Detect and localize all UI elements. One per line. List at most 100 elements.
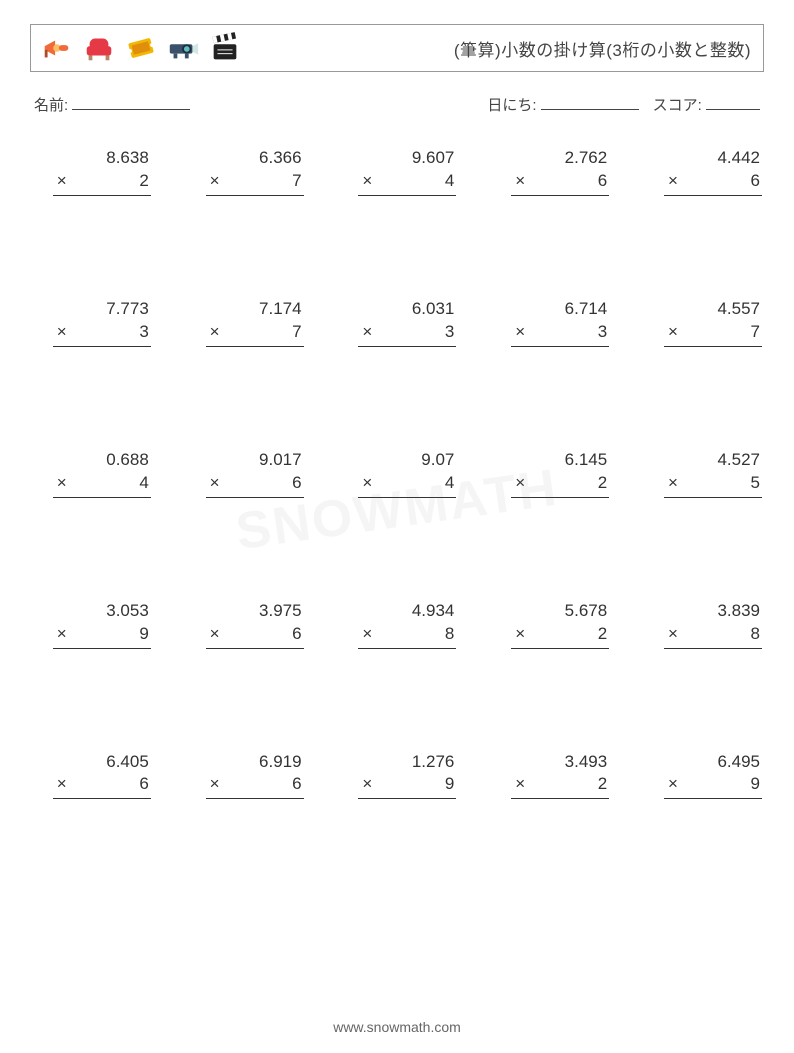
- problem: 3.975× 6: [185, 600, 304, 649]
- projector-icon: [165, 30, 201, 66]
- date-blank: [541, 94, 639, 110]
- problem: 7.174× 7: [185, 298, 304, 347]
- header-icons: [39, 30, 243, 66]
- problems-grid: 8.638×26.366×79.607×42.762×64.442×67.773…: [30, 133, 764, 799]
- multiply-sign: ×: [360, 170, 372, 193]
- multiplier: 6: [292, 623, 301, 646]
- multiplier: 8: [751, 623, 760, 646]
- multiplicand: 7.773: [53, 298, 151, 321]
- multiplicand: 4.527: [664, 449, 762, 472]
- multiplicand: 7.174: [206, 298, 304, 321]
- multiply-sign: ×: [208, 623, 220, 646]
- multiplier: 9: [139, 623, 148, 646]
- multiplicand: 9.017: [206, 449, 304, 472]
- problem: 6.714×3: [490, 298, 609, 347]
- multiply-sign: ×: [208, 472, 220, 495]
- multiplier: 6: [598, 170, 607, 193]
- multiply-sign: ×: [55, 472, 67, 495]
- multiply-sign: ×: [55, 170, 67, 193]
- multiplier: 3: [139, 321, 148, 344]
- problem: 6.495×9: [643, 751, 762, 800]
- problem: 6.031× 3: [338, 298, 457, 347]
- problem: 6.405× 6: [32, 751, 151, 800]
- multiply-sign: ×: [666, 170, 678, 193]
- multiplier: 7: [292, 321, 301, 344]
- problem: 0.688× 4: [32, 449, 151, 498]
- multiplicand: 4.442: [664, 147, 762, 170]
- footer-url: www.snowmath.com: [0, 1019, 794, 1035]
- multiplicand: 6.366: [206, 147, 304, 170]
- multiplicand: 6.919: [206, 751, 304, 774]
- multiplicand: 0.688: [53, 449, 151, 472]
- multiplier: 2: [598, 623, 607, 646]
- multiply-sign: ×: [360, 472, 372, 495]
- multiplicand: 9.07: [358, 449, 456, 472]
- multiplicand: 6.145: [511, 449, 609, 472]
- info-row: 名前: 日にち: スコア:: [30, 94, 764, 133]
- problem: 9.07× 4: [338, 449, 457, 498]
- multiplier: 6: [292, 472, 301, 495]
- problem: 2.762× 6: [490, 147, 609, 196]
- multiplicand: 3.053: [53, 600, 151, 623]
- problem: 4.934×8: [338, 600, 457, 649]
- problem: 9.017× 6: [185, 449, 304, 498]
- multiply-sign: ×: [208, 773, 220, 796]
- multiplier: 9: [445, 773, 454, 796]
- multiply-sign: ×: [666, 321, 678, 344]
- worksheet-page: (筆算)小数の掛け算(3桁の小数と整数) 名前: 日にち: スコア: SNOWM…: [0, 0, 794, 1053]
- multiplicand: 3.839: [664, 600, 762, 623]
- multiply-sign: ×: [513, 623, 525, 646]
- multiplier: 9: [751, 773, 760, 796]
- ticket-icon: [123, 30, 159, 66]
- problem: 7.773×3: [32, 298, 151, 347]
- multiplier: 3: [445, 321, 454, 344]
- score-blank: [706, 94, 760, 110]
- multiplicand: 4.557: [664, 298, 762, 321]
- multiplier: 5: [751, 472, 760, 495]
- multiplier: 2: [598, 773, 607, 796]
- problem: 6.145×2: [490, 449, 609, 498]
- problem: 1.276×9: [338, 751, 457, 800]
- multiplicand: 6.405: [53, 751, 151, 774]
- multiplier: 6: [292, 773, 301, 796]
- problem: 3.493× 2: [490, 751, 609, 800]
- multiplier: 2: [139, 170, 148, 193]
- multiplicand: 1.276: [358, 751, 456, 774]
- multiply-sign: ×: [666, 773, 678, 796]
- multiplicand: 2.762: [511, 147, 609, 170]
- multiplier: 4: [139, 472, 148, 495]
- date-label: 日にち:: [487, 97, 536, 114]
- multiply-sign: ×: [55, 623, 67, 646]
- multiply-sign: ×: [360, 321, 372, 344]
- multiplier: 7: [292, 170, 301, 193]
- problem: 6.366× 7: [185, 147, 304, 196]
- multiplier: 4: [445, 170, 454, 193]
- multiply-sign: ×: [208, 170, 220, 193]
- worksheet-title: (筆算)小数の掛け算(3桁の小数と整数): [454, 36, 751, 61]
- multiplicand: 3.975: [206, 600, 304, 623]
- multiplier: 6: [751, 170, 760, 193]
- multiply-sign: ×: [666, 472, 678, 495]
- multiplicand: 8.638: [53, 147, 151, 170]
- multiplicand: 6.714: [511, 298, 609, 321]
- multiply-sign: ×: [666, 623, 678, 646]
- multiplier: 4: [445, 472, 454, 495]
- multiply-sign: ×: [208, 321, 220, 344]
- problem: 8.638× 2: [32, 147, 151, 196]
- multiply-sign: ×: [513, 773, 525, 796]
- multiply-sign: ×: [55, 773, 67, 796]
- multiplier: 8: [445, 623, 454, 646]
- problem: 4.527× 5: [643, 449, 762, 498]
- multiplicand: 6.031: [358, 298, 456, 321]
- multiply-sign: ×: [513, 170, 525, 193]
- clapboard-icon: [207, 30, 243, 66]
- multiplicand: 4.934: [358, 600, 456, 623]
- problem: 4.557×7: [643, 298, 762, 347]
- problem: 4.442× 6: [643, 147, 762, 196]
- multiply-sign: ×: [513, 472, 525, 495]
- multiply-sign: ×: [513, 321, 525, 344]
- sofa-icon: [81, 30, 117, 66]
- multiplicand: 3.493: [511, 751, 609, 774]
- multiplier: 6: [139, 773, 148, 796]
- name-blank: [72, 94, 190, 110]
